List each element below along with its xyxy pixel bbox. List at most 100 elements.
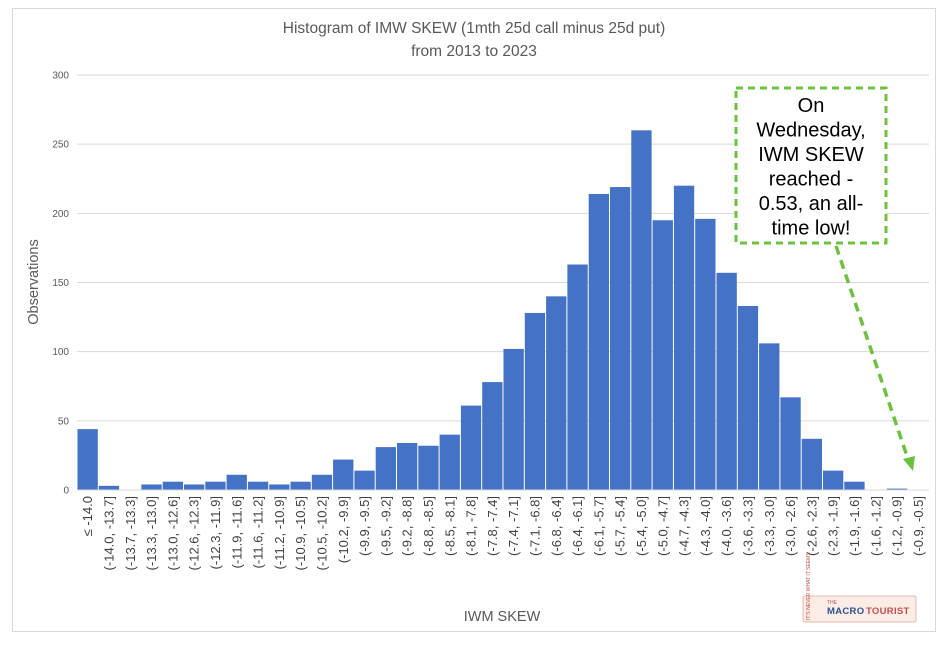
x-tick-label: (-9.2, -8.8] bbox=[400, 496, 415, 556]
x-tick-label: (-7.8, -7.4] bbox=[485, 496, 500, 556]
histogram-bar bbox=[588, 193, 609, 490]
callout-line: 0.53, an all- bbox=[759, 193, 864, 215]
histogram-bar bbox=[333, 459, 354, 490]
histogram-bar bbox=[397, 442, 418, 490]
histogram-bar bbox=[886, 488, 908, 490]
x-tick-label: (-8.1, -7.8] bbox=[464, 496, 479, 556]
histogram-bar bbox=[98, 485, 120, 490]
annotation-callout: On Wednesday,IWM SKEW reached -0.53, an al… bbox=[734, 86, 915, 471]
histogram-bar bbox=[631, 130, 652, 491]
y-axis-title: Observations bbox=[26, 239, 42, 324]
histogram-bar bbox=[482, 382, 503, 490]
histogram-bar bbox=[247, 481, 269, 490]
x-tick-label: (-1.6, -1.2] bbox=[868, 496, 883, 556]
histogram-bar bbox=[737, 306, 759, 490]
x-tick-label: (-4.0, -3.6] bbox=[719, 496, 734, 556]
histogram-bar bbox=[673, 185, 695, 490]
x-tick-label: (-13.7, -13.3] bbox=[123, 496, 138, 570]
histogram-bar bbox=[418, 445, 439, 490]
y-tick-label: 150 bbox=[52, 278, 69, 289]
histogram-bar bbox=[695, 218, 716, 490]
x-tick-label: (-0.9, -0.5] bbox=[911, 496, 926, 556]
callout-text: On Wednesday,IWM SKEW reached -0.53, an al… bbox=[756, 95, 865, 240]
x-tick-label: (-4.7, -4.3] bbox=[677, 496, 692, 556]
y-axis-ticks: 0 50 100 150 200 250 300 bbox=[52, 71, 69, 497]
x-tick-label: (-1.2, -0.9] bbox=[890, 496, 905, 556]
callout-arrowhead bbox=[903, 456, 915, 471]
x-tick-label: (-9.9, -9.5] bbox=[357, 496, 372, 556]
x-tick-label: (-14.0, -13.7] bbox=[101, 496, 116, 570]
x-tick-label: (-5.7, -5.4] bbox=[613, 496, 628, 556]
logo-word1: MACRO bbox=[827, 606, 864, 617]
histogram-bar bbox=[269, 484, 290, 490]
histogram-bar bbox=[780, 397, 801, 490]
callout-line: reached - bbox=[769, 169, 854, 191]
y-tick-label: 300 bbox=[52, 71, 69, 82]
histogram-bar bbox=[567, 264, 588, 490]
x-tick-label: (-12.3, -11.9] bbox=[208, 496, 223, 569]
callout-line: IWM SKEW bbox=[758, 144, 864, 166]
x-tick-label: (-6.8, -6.4] bbox=[549, 496, 564, 556]
histogram-bar bbox=[141, 484, 162, 490]
histogram-bar bbox=[652, 220, 673, 490]
logo-side-text: IT'S NEVER WHAT IT SEEMS bbox=[806, 552, 812, 620]
histogram-bar bbox=[375, 447, 396, 490]
y-tick-label: 250 bbox=[52, 140, 69, 151]
chart-subtitle: from 2013 to 2023 bbox=[411, 43, 537, 60]
histogram-bar bbox=[205, 481, 226, 490]
histogram-bar bbox=[439, 434, 460, 490]
y-tick-label: 0 bbox=[63, 486, 69, 497]
x-tick-label: (-12.6, -12.3] bbox=[187, 496, 202, 570]
logo-word2: TOURIST bbox=[866, 606, 910, 617]
logo-prefix: THE bbox=[827, 600, 838, 606]
x-tick-label: (-13.0, -12.6] bbox=[165, 496, 180, 570]
histogram-bar bbox=[354, 470, 375, 490]
callout-line: Wednesday, bbox=[756, 120, 865, 142]
chart-title: Histogram of IMW SKEW (1mth 25d call min… bbox=[283, 20, 665, 37]
x-tick-label: (-1.9, -1.6] bbox=[847, 496, 862, 556]
x-tick-label: (-8.5, -8.1] bbox=[442, 496, 457, 556]
histogram-bar bbox=[77, 429, 98, 490]
histogram-bar bbox=[759, 343, 780, 490]
histogram-bar bbox=[610, 187, 631, 491]
histogram-bar bbox=[226, 474, 247, 490]
x-tick-label: (-3.3, -3.0] bbox=[762, 496, 777, 556]
histogram-bar bbox=[460, 405, 482, 490]
x-tick-label: (-6.4, -6.1] bbox=[570, 496, 585, 556]
bars bbox=[77, 130, 908, 491]
y-tick-label: 100 bbox=[52, 347, 69, 358]
histogram-bar bbox=[801, 438, 822, 490]
x-tick-label: (-3.6, -3.3] bbox=[740, 496, 755, 556]
histogram-bar bbox=[524, 312, 546, 490]
callout-line: time low! bbox=[772, 218, 851, 240]
x-tick-label: (-13.3, -13.0] bbox=[144, 496, 159, 570]
y-tick-label: 200 bbox=[52, 209, 69, 220]
histogram-bar bbox=[162, 481, 183, 490]
histogram-bar bbox=[311, 474, 333, 490]
x-tick-label: (-11.9, -11.6] bbox=[229, 496, 244, 569]
y-tick-label: 50 bbox=[58, 416, 70, 427]
x-tick-label: (-8.8, -8.5] bbox=[421, 496, 436, 556]
x-tick-label: (-7.1, -6.8] bbox=[527, 496, 542, 556]
histogram-bar bbox=[184, 484, 205, 490]
x-axis-title: IWM SKEW bbox=[464, 609, 541, 625]
x-tick-label: (-10.2, -9.9] bbox=[336, 496, 351, 563]
histogram-bar bbox=[290, 481, 311, 490]
x-tick-label: (-10.9, -10.5] bbox=[293, 496, 308, 570]
x-tick-label: (-2.6, -2.3] bbox=[804, 496, 819, 556]
x-tick-label: (-5.4, -5.0] bbox=[634, 496, 649, 556]
histogram-bar bbox=[716, 272, 737, 490]
x-tick-label: (-3.0, -2.6] bbox=[783, 496, 798, 556]
callout-box bbox=[734, 86, 888, 245]
x-tick-label: (-2.3, -1.9] bbox=[826, 496, 841, 556]
x-tick-label: (-11.6, -11.2] bbox=[251, 496, 266, 569]
histogram-bar bbox=[823, 470, 844, 490]
callout-arrow-line bbox=[834, 245, 911, 463]
x-tick-label: (-4.3, -4.0] bbox=[698, 496, 713, 556]
x-tick-label: (-10.5, -10.2] bbox=[314, 496, 329, 570]
histogram-bar bbox=[503, 348, 524, 490]
x-tick-label: (-6.1, -5.7] bbox=[591, 496, 606, 556]
callout-line: On bbox=[798, 95, 825, 117]
x-tick-label: (-5.0, -4.7] bbox=[655, 496, 670, 556]
